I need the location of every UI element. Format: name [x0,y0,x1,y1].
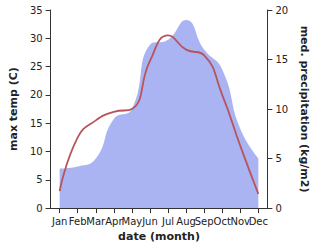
svg-text:0: 0 [36,203,42,214]
svg-text:Mar: Mar [86,216,106,227]
svg-text:Oct: Oct [214,216,231,227]
svg-text:20: 20 [275,5,288,16]
svg-text:35: 35 [30,5,43,16]
svg-text:30: 30 [30,33,43,44]
svg-text:May: May [122,216,143,227]
svg-text:15: 15 [275,54,288,65]
svg-text:0: 0 [275,203,281,214]
svg-text:Apr: Apr [105,215,123,227]
svg-text:10: 10 [30,146,43,157]
svg-text:10: 10 [275,104,288,115]
svg-text:Jun: Jun [141,216,158,227]
svg-text:Aug: Aug [176,216,196,227]
svg-text:5: 5 [36,174,42,185]
svg-text:date (month): date (month) [118,230,200,243]
svg-text:5: 5 [275,153,281,164]
svg-text:med. precipitation (kg/m2): med. precipitation (kg/m2) [298,26,311,193]
svg-text:Jan: Jan [51,216,67,227]
svg-text:Sep: Sep [195,216,214,227]
svg-text:max temp (C): max temp (C) [7,67,20,151]
svg-text:20: 20 [30,89,43,100]
svg-text:Dec: Dec [249,216,268,227]
svg-text:15: 15 [30,118,43,129]
svg-text:Jul: Jul [161,216,174,227]
svg-text:Feb: Feb [69,216,87,227]
svg-text:Nov: Nov [231,216,251,227]
svg-text:25: 25 [30,61,43,72]
